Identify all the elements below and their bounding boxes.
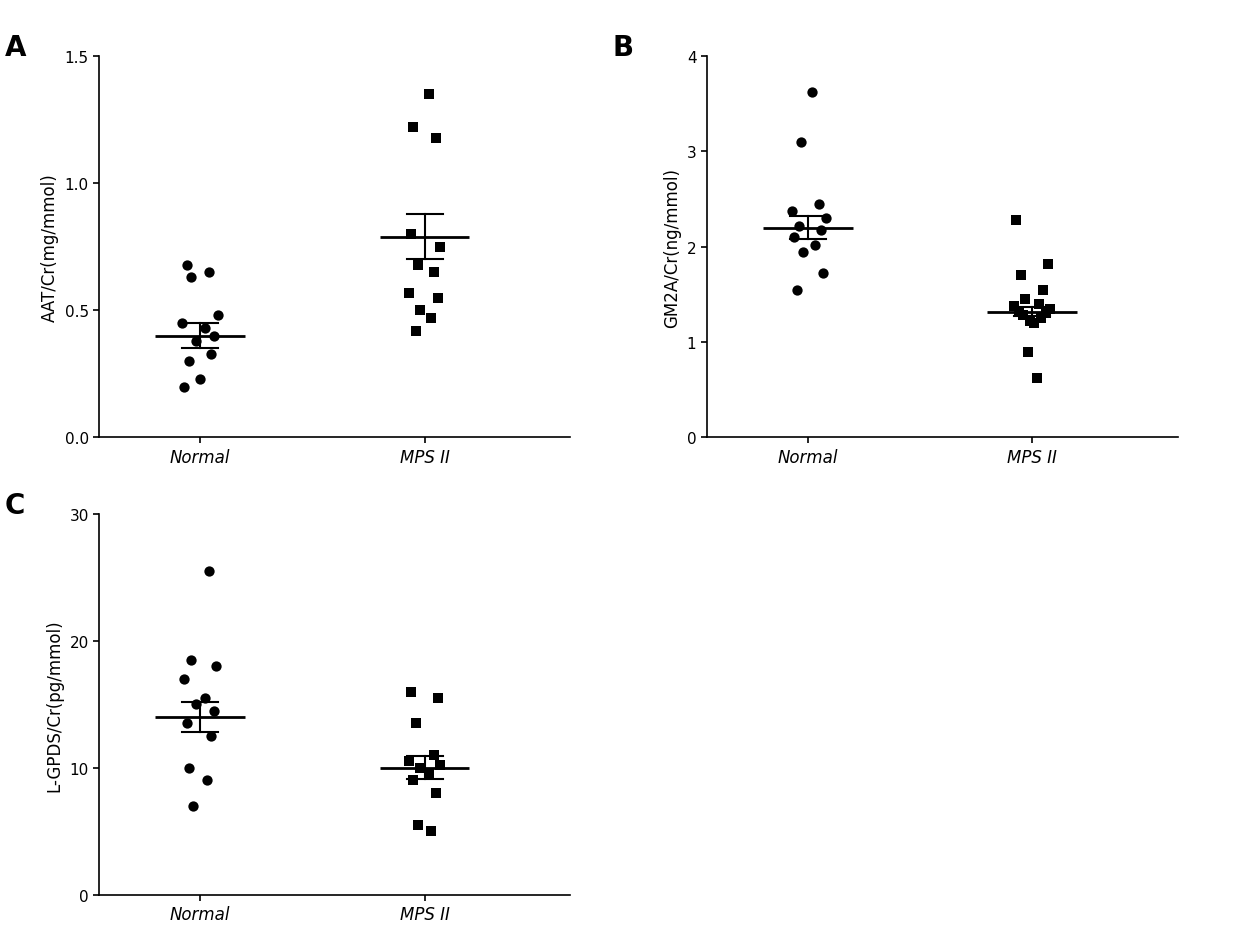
Point [1016,292,1035,307]
Point [403,773,423,788]
Point [181,652,201,667]
Point [181,270,201,286]
Point [399,754,419,769]
Point [186,697,206,712]
Point [785,230,805,246]
Point [1021,314,1040,329]
Point [179,354,198,369]
Point [206,659,226,674]
Point [175,380,195,395]
Point [410,304,430,319]
Point [179,761,198,776]
Point [1035,307,1055,322]
Point [184,799,203,814]
Point [782,204,802,219]
Point [424,747,444,763]
Point [1011,268,1030,284]
Point [425,130,445,146]
Point [410,761,430,776]
Point [791,135,811,150]
Point [186,334,206,349]
Point [203,704,223,719]
Point [195,321,215,336]
Point [399,286,419,301]
Point [425,785,445,801]
Y-axis label: GM2A/Cr(ng/mmol): GM2A/Cr(ng/mmol) [663,168,681,327]
Point [200,564,219,579]
Point [430,758,450,773]
Point [1033,283,1053,298]
Point [177,716,197,731]
Point [816,211,836,227]
Point [408,258,428,273]
Point [1013,308,1033,324]
Point [1038,257,1058,272]
Point [794,245,813,260]
Point [1027,371,1047,387]
Point [811,223,831,238]
Point [428,290,448,306]
Point [789,219,808,234]
Point [408,818,428,833]
Point [808,197,828,212]
Point [1018,345,1038,360]
Point [813,267,833,282]
Point [201,728,221,744]
Point [405,324,425,339]
Point [1024,316,1044,331]
Point [1032,311,1052,327]
Point [175,671,195,686]
Point [201,347,221,362]
Point [424,266,444,281]
Point [428,690,448,705]
Text: B: B [613,34,634,62]
Text: C: C [5,491,25,519]
Point [195,690,215,705]
Point [200,266,219,281]
Point [802,86,822,101]
Point [172,316,192,331]
Y-axis label: L-GPDS/Cr(pg/mmol): L-GPDS/Cr(pg/mmol) [46,618,63,791]
Point [422,311,441,327]
Point [402,228,422,243]
Point [419,766,439,782]
Point [405,716,425,731]
Point [203,328,223,344]
Point [1040,302,1060,317]
Text: A: A [5,34,26,62]
Point [1004,299,1024,314]
Point [430,240,450,255]
Point [190,372,210,387]
Point [177,258,197,273]
Point [786,283,806,298]
Point [422,823,441,839]
Point [197,773,217,788]
Y-axis label: AAT/Cr(mg/mmol): AAT/Cr(mg/mmol) [41,173,60,322]
Point [419,88,439,103]
Point [402,684,422,700]
Point [805,238,825,253]
Point [403,121,423,136]
Point [1009,305,1029,320]
Point [1029,297,1049,312]
Point [208,308,228,324]
Point [1007,213,1027,228]
